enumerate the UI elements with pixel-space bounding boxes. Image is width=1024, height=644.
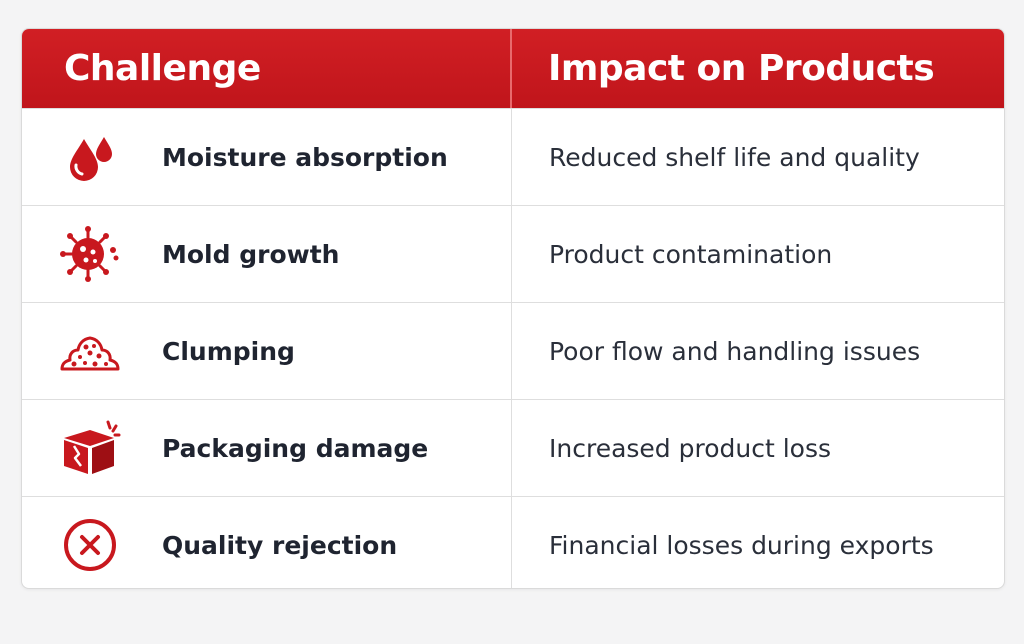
impact-cell: Financial losses during exports — [549, 530, 934, 560]
challenge-label: Moisture absorption — [162, 142, 448, 172]
challenge-cell: Mold growth — [22, 206, 512, 302]
challenge-label: Mold growth — [162, 239, 340, 269]
challenge-cell: Clumping — [22, 303, 512, 399]
header-challenge: Challenge — [22, 29, 512, 108]
challenge-label: Quality rejection — [162, 530, 398, 560]
challenge-label: Packaging damage — [162, 433, 429, 463]
challenge-cell: Packaging damage — [22, 400, 512, 496]
challenge-label: Clumping — [162, 336, 295, 366]
impact-cell: Poor flow and handling issues — [549, 336, 921, 366]
clump-pile-icon — [58, 319, 122, 383]
challenges-table: Challenge Impact on Products Moisture ab… — [21, 28, 1005, 589]
challenge-cell: Quality rejection — [22, 497, 512, 588]
impact-cell: Reduced shelf life and quality — [549, 142, 920, 172]
table-row: Mold growth Product contamination — [22, 205, 1004, 302]
table-row: Moisture absorption Reduced shelf life a… — [22, 108, 1004, 205]
mold-virus-icon — [58, 222, 122, 286]
impact-cell: Increased product loss — [549, 433, 832, 463]
table-row: Packaging damage Increased product loss — [22, 399, 1004, 496]
table-header: Challenge Impact on Products — [22, 29, 1004, 108]
table-row: Quality rejection Financial losses durin… — [22, 496, 1004, 588]
damaged-box-icon — [58, 416, 122, 480]
impact-cell: Product contamination — [549, 239, 833, 269]
header-impact: Impact on Products — [548, 48, 935, 89]
water-drops-icon — [58, 125, 122, 189]
table-row: Clumping Poor flow and handling issues — [22, 302, 1004, 399]
reject-x-circle-icon — [58, 513, 122, 577]
challenge-cell: Moisture absorption — [22, 109, 512, 205]
